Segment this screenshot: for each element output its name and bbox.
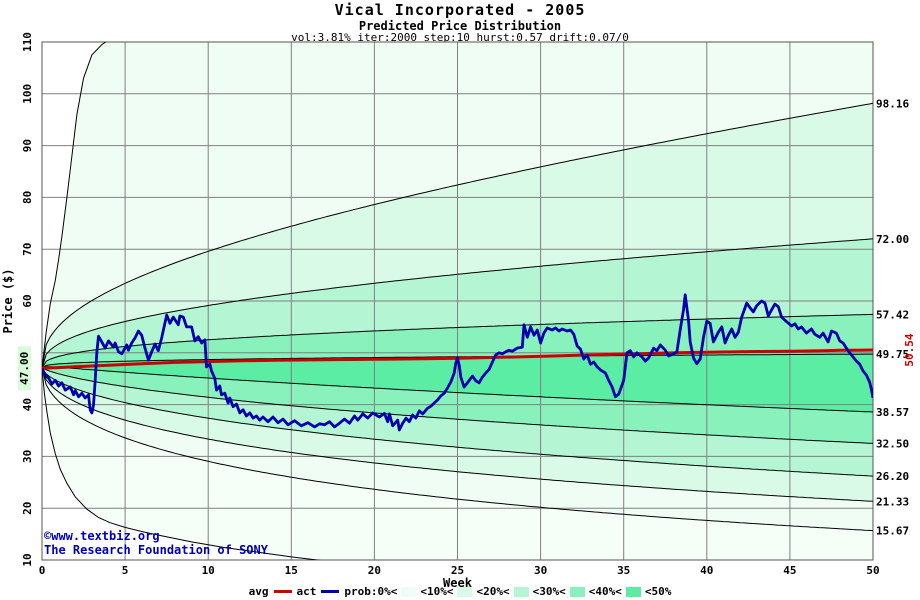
x-tick-label: 0	[39, 564, 46, 577]
watermark-org: The Research Foundation of SONY	[44, 543, 268, 557]
legend-band-label: <10%<	[420, 585, 454, 598]
avg-end-value-label: 50.54	[903, 333, 916, 366]
x-tick-label: 10	[202, 564, 215, 577]
legend-act-line-swatch	[321, 590, 340, 593]
extreme-curve-lower	[42, 368, 322, 560]
y-axis-title: Price ($)	[1, 268, 15, 333]
x-tick-label: 5	[122, 564, 129, 577]
fan-curve	[42, 366, 873, 413]
y-tick-label: 90	[21, 139, 34, 152]
y-tick-label: 80	[21, 191, 34, 204]
x-tick-label: 30	[534, 564, 547, 577]
fan-curve	[42, 102, 873, 369]
legend-band-label: <50%	[644, 585, 672, 598]
prob-band	[42, 42, 873, 369]
curve-end-value-label: 72.00	[876, 233, 909, 246]
fan-curve	[42, 368, 873, 532]
x-tick-label: 25	[451, 564, 464, 577]
x-tick-label: 20	[368, 564, 381, 577]
y-tick-label: 30	[21, 450, 34, 463]
curve-end-value-label: 26.20	[876, 470, 909, 483]
legend-band-swatch	[401, 586, 417, 597]
actual-price-line	[42, 293, 873, 432]
fan-curve	[42, 368, 873, 477]
legend-band-swatch	[457, 586, 473, 597]
y-tick-label: 10	[21, 553, 34, 566]
avg-price-line	[42, 348, 873, 370]
curve-end-value-label: 32.50	[876, 437, 909, 450]
y-tick-label: 70	[21, 243, 34, 256]
y-tick-label: 110	[21, 32, 34, 52]
chart-title: Vical Incorporated - 2005	[334, 1, 586, 19]
x-tick-label: 35	[617, 564, 630, 577]
y-tick-label: 40	[21, 398, 34, 411]
x-tick-label: 15	[285, 564, 298, 577]
curve-end-value-label: 21.33	[876, 495, 909, 508]
legend-band-label: <30%<	[532, 585, 566, 598]
y-tick-label: 20	[21, 502, 34, 515]
y-tick-label: 100	[21, 84, 34, 104]
curve-end-value-label: 49.75	[876, 348, 909, 361]
legend-band-swatch	[569, 586, 585, 597]
chart-legend: avg act prob:0%< <10%< <20%< <30%< <40%< <50%	[0, 585, 920, 598]
chart-subtitle: Predicted Price Distribution	[358, 19, 562, 33]
legend-band-swatch	[513, 586, 529, 597]
x-tick-label: 50	[866, 564, 879, 577]
prob-band	[42, 368, 873, 502]
legend-band-label: <20%<	[476, 585, 510, 598]
legend-band-swatch	[625, 586, 641, 597]
start-price-highlight	[18, 346, 31, 391]
x-tick-label: 45	[783, 564, 796, 577]
curve-end-value-label: 98.16	[876, 97, 909, 110]
legend-prob-label: prob:0%<	[344, 585, 398, 598]
fan-curve	[42, 368, 873, 502]
legend-avg-line-swatch	[273, 590, 292, 593]
plot-border	[41, 41, 874, 561]
start-price-text: 47.00	[18, 352, 31, 385]
legend-act-label: act	[296, 585, 317, 598]
curve-end-value-label: 15.67	[876, 525, 909, 538]
simulation-params: vol:3.81% iter:2000 step:10 hurst:0.57 d…	[291, 31, 629, 44]
watermark-url: ©www.textbiz.org	[44, 529, 160, 543]
curve-end-value-label: 38.57	[876, 406, 909, 419]
fan-curve	[42, 313, 873, 369]
prob-band	[42, 368, 873, 560]
y-tick-label: 60	[21, 294, 34, 307]
legend-avg-label: avg	[248, 585, 269, 598]
start-price-label: 47.00	[18, 346, 31, 391]
prob-band	[42, 368, 873, 531]
legend-band-label: <40%<	[588, 585, 622, 598]
fan-curve	[42, 238, 873, 369]
x-tick-label: 40	[700, 564, 713, 577]
curve-end-value-label: 57.42	[876, 308, 909, 321]
fan-curve	[42, 367, 873, 444]
extreme-curve-upper	[42, 42, 107, 369]
